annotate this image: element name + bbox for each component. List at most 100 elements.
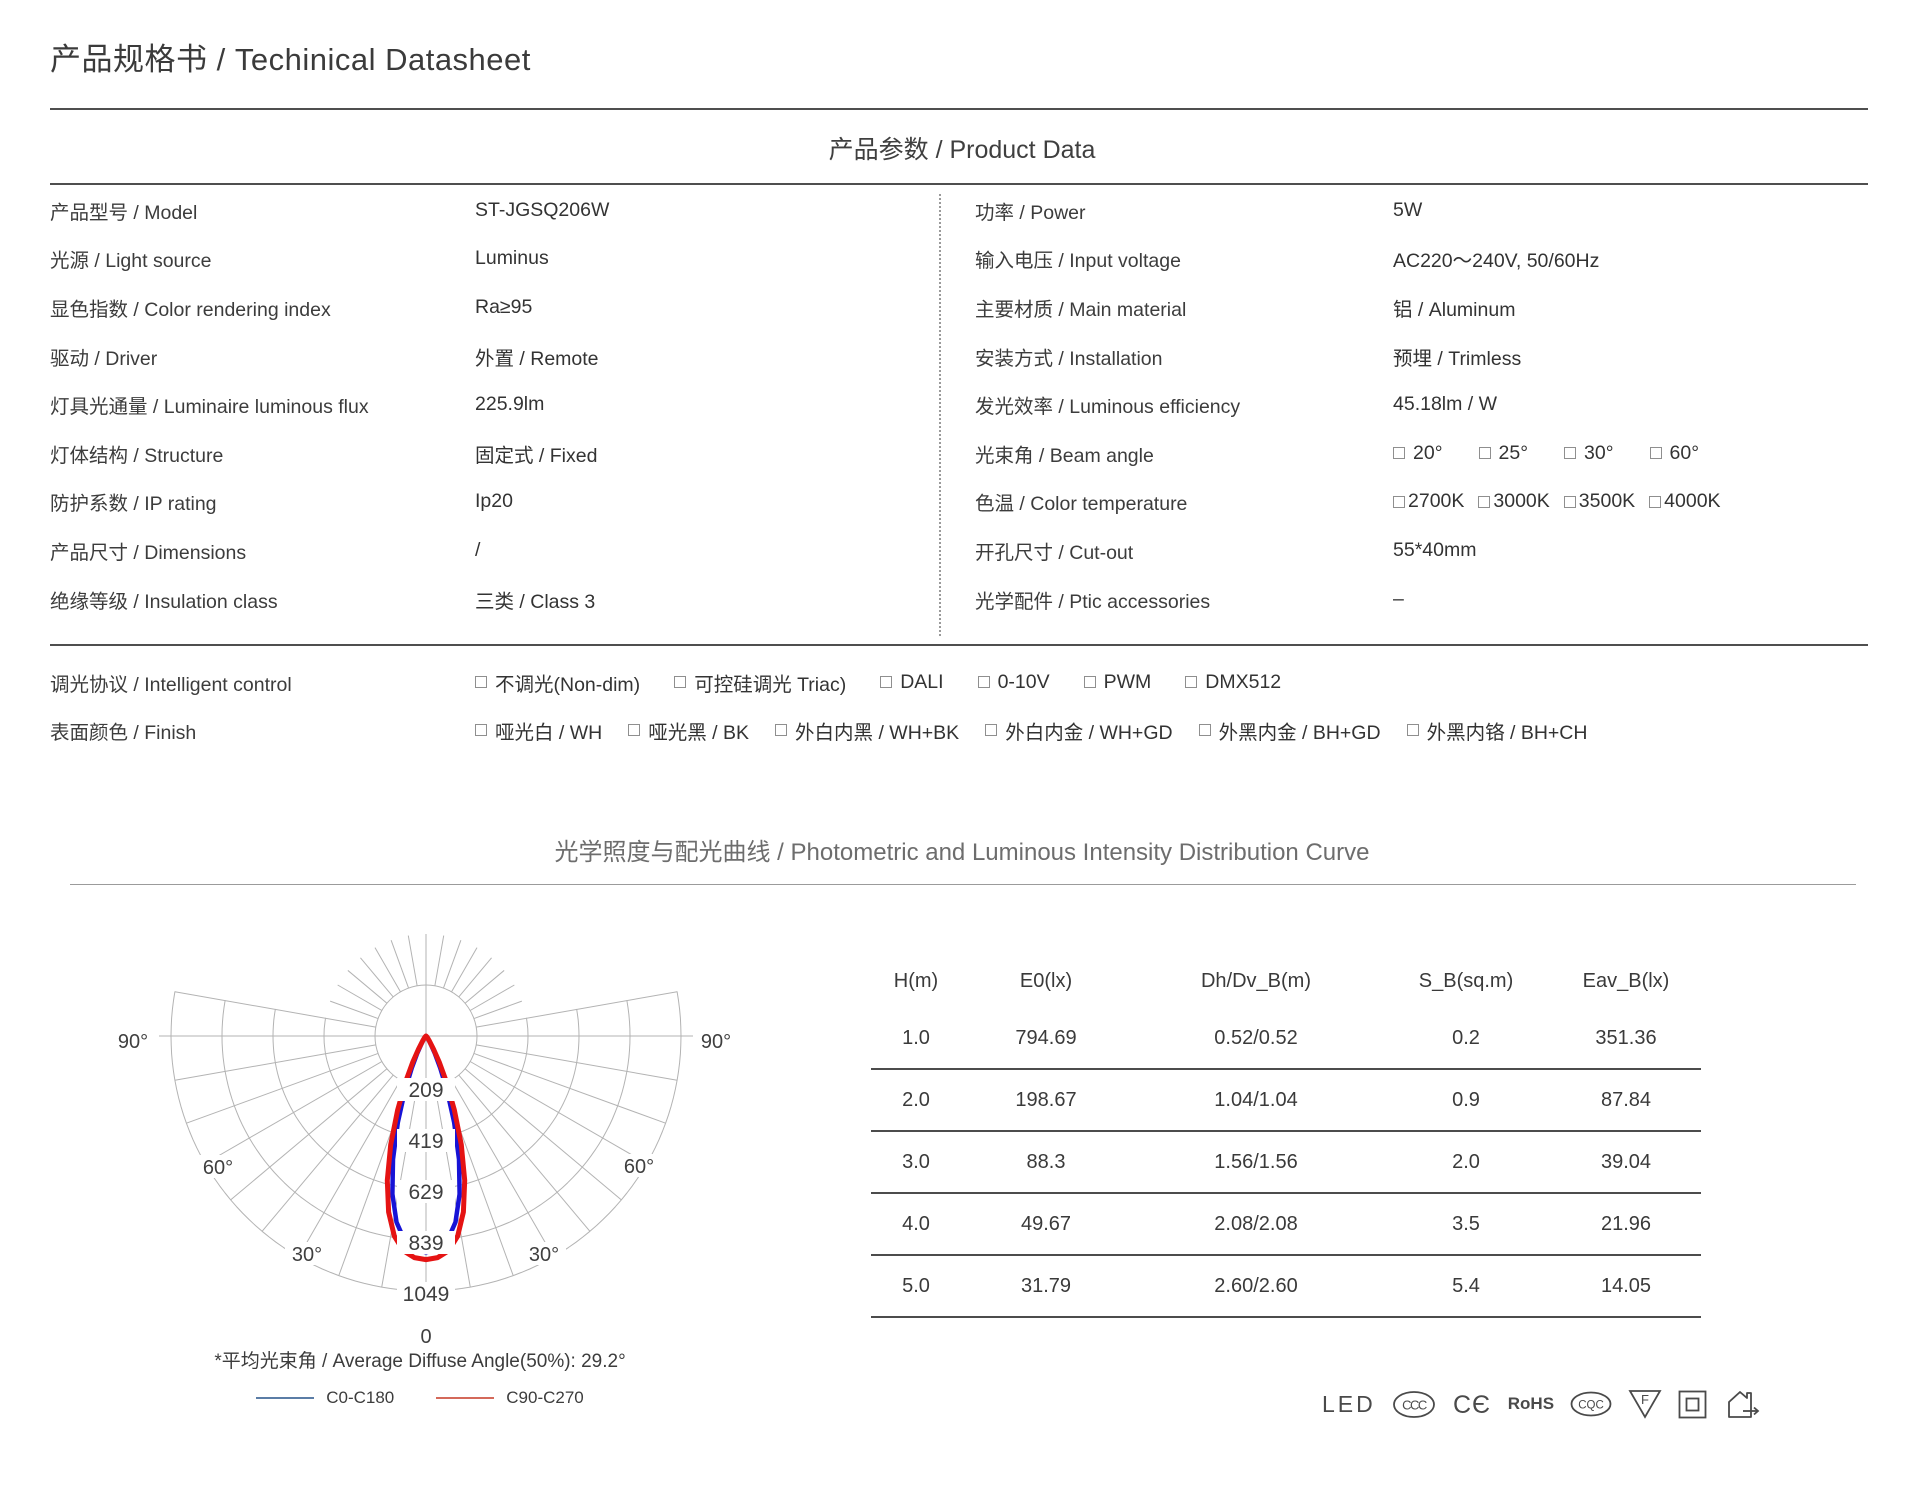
spec-label: 驱动 / Driver [50, 347, 158, 370]
option-checkbox[interactable] [674, 676, 687, 688]
table-row: 3.0 88.3 1.56/1.56 2.0 39.04 [871, 1132, 1701, 1194]
option-checkbox[interactable] [475, 676, 487, 688]
divider [50, 183, 1868, 185]
option-checkbox[interactable] [985, 724, 998, 736]
option-item: 3500K [1563, 490, 1636, 513]
svg-text:30°: 30° [529, 1244, 559, 1266]
legend-line-swatch [436, 1397, 495, 1399]
option-checkbox[interactable] [1406, 724, 1419, 736]
option-checkbox[interactable] [1478, 495, 1491, 508]
table-cell: 3.5 [1452, 1212, 1480, 1235]
spec-row: 绝缘等级 / Insulation class 三类 / Class 3 [50, 575, 930, 624]
photometric-section-title: 光学照度与配光曲线 / Photometric and Luminous Int… [554, 839, 1370, 866]
table-row: 2.0 198.67 1.04/1.04 0.9 87.84 [871, 1070, 1701, 1132]
option-label: 外白内黑 / WH+BK [795, 721, 960, 744]
table-cell: 31.79 [1020, 1274, 1072, 1297]
spec-label: 发光效率 / Luminous efficiency [975, 396, 1241, 419]
option-label: 4000K [1664, 490, 1721, 513]
spec-row: 防护系数 / IP rating Ip20 [50, 478, 930, 527]
spec-value: 三类 / Class 3 [475, 590, 596, 613]
option-item: 30° [1564, 442, 1614, 465]
spec-value: 铝 / Aluminum [1393, 298, 1516, 321]
table-cell: 2.60/2.60 [1214, 1274, 1298, 1297]
spec-value: 不调光(Non-dim) 可控硅调光 Triac) DALI 0-10V PWM… [475, 668, 1870, 697]
svg-text:629: 629 [408, 1181, 443, 1204]
spec-label: 产品尺寸 / Dimensions [50, 541, 247, 564]
table-cell: 2.0 [902, 1088, 930, 1111]
option-label: 0-10V [997, 670, 1050, 693]
table-cell: 88.3 [1026, 1150, 1066, 1173]
spec-label: 表面颜色 / Finish [50, 721, 197, 744]
option-checkbox[interactable] [1393, 495, 1405, 508]
legend-line-swatch [256, 1397, 315, 1399]
option-label: 可控硅调光 Triac) [694, 673, 847, 696]
svg-text:0: 0 [420, 1326, 431, 1348]
ccc-certification-icon: CCC [1392, 1390, 1435, 1418]
table-cell: 5.0 [902, 1274, 930, 1297]
spec-value: 20° 25° 30° 60° [1393, 442, 1895, 465]
option-checkbox[interactable] [1185, 676, 1198, 688]
led-mark: LED [1322, 1390, 1376, 1417]
spec-row: 发光效率 / Luminous efficiency 45.18lm / W [975, 380, 1895, 429]
option-item: 60° [1649, 442, 1699, 465]
table-cell: 5.4 [1452, 1274, 1480, 1297]
option-checkbox[interactable] [1649, 495, 1662, 508]
rohs-mark: RoHS [1507, 1394, 1555, 1413]
spec-label: 开孔尺寸 / Cut-out [975, 541, 1134, 564]
option-checkbox[interactable] [1393, 447, 1405, 460]
spec-row: 光源 / Light source Luminus [50, 235, 930, 284]
option-label: 3500K [1578, 490, 1636, 513]
legend-label: C0-C180 [326, 1388, 395, 1407]
option-checkbox[interactable] [977, 676, 990, 688]
svg-text:30°: 30° [292, 1244, 322, 1266]
option-item: PWM [1083, 671, 1151, 694]
spec-value: 225.9lm [475, 393, 545, 416]
photometric-table: H(m) E0(lx) Dh/Dv_B(m) S_B(sq.m) Eav_B(lx) 1… [871, 960, 1701, 1318]
table-cell: 87.84 [1600, 1088, 1652, 1111]
option-checkbox[interactable] [1083, 676, 1096, 688]
option-item: 外白内黑 / WH+BK [775, 716, 959, 745]
legend-item: C90-C270 [436, 1388, 584, 1408]
spec-value: 固定式 / Fixed [475, 444, 598, 467]
option-item: DALI [880, 671, 944, 694]
spec-value: – [1393, 587, 1404, 610]
option-label: 哑光黑 / BK [648, 721, 750, 744]
indoor-use-icon [1728, 1391, 1760, 1418]
spec-row: 产品型号 / Model ST-JGSQ206W [50, 186, 930, 235]
spec-label: 绝缘等级 / Insulation class [50, 590, 278, 613]
divider [70, 884, 1856, 885]
option-checkbox[interactable] [1563, 495, 1576, 508]
svg-text:60°: 60° [624, 1156, 654, 1178]
option-item: 25° [1478, 442, 1528, 465]
option-checkbox[interactable] [1198, 724, 1211, 736]
spec-row: 光学配件 / Ptic accessories – [975, 575, 1895, 624]
ce-mark-icon: CЄ [1453, 1391, 1491, 1418]
spec-row: 驱动 / Driver 外置 / Remote [50, 332, 930, 381]
option-checkbox[interactable] [880, 676, 893, 688]
svg-text:1049: 1049 [403, 1283, 450, 1306]
table-cell: 1.0 [902, 1026, 930, 1049]
table-cell: 49.67 [1020, 1212, 1072, 1235]
ce-text: CЄ [1453, 1391, 1491, 1418]
spec-row: 产品尺寸 / Dimensions / [50, 526, 930, 575]
svg-text:209: 209 [408, 1079, 443, 1102]
spec-value: AC220～240V, 50/60Hz [1393, 250, 1600, 273]
option-checkbox[interactable] [628, 724, 641, 736]
spec-label: 显色指数 / Color rendering index [50, 298, 331, 321]
option-checkbox[interactable] [1478, 447, 1491, 460]
option-group: 2700K 3000K 3500K 4000K [1393, 490, 1895, 513]
option-checkbox[interactable] [475, 724, 487, 736]
table-cell: 351.36 [1595, 1026, 1657, 1049]
chart-legend: C0-C180 C90-C270 [90, 1388, 750, 1408]
option-checkbox[interactable] [1564, 447, 1576, 460]
option-label: 3000K [1493, 490, 1550, 513]
spec-value: 哑光白 / WH 哑光黑 / BK 外白内黑 / WH+BK 外白内金 / WH… [475, 716, 1870, 745]
spec-label: 安装方式 / Installation [975, 347, 1163, 370]
spec-value: 预埋 / Trimless [1393, 347, 1522, 370]
option-item: 2700K [1393, 490, 1464, 513]
spec-row: 功率 / Power 5W [975, 186, 1895, 235]
table-cell: 1.56/1.56 [1214, 1150, 1298, 1173]
option-checkbox[interactable] [1649, 447, 1662, 460]
option-checkbox[interactable] [775, 724, 788, 736]
table-cell: 39.04 [1600, 1150, 1652, 1173]
